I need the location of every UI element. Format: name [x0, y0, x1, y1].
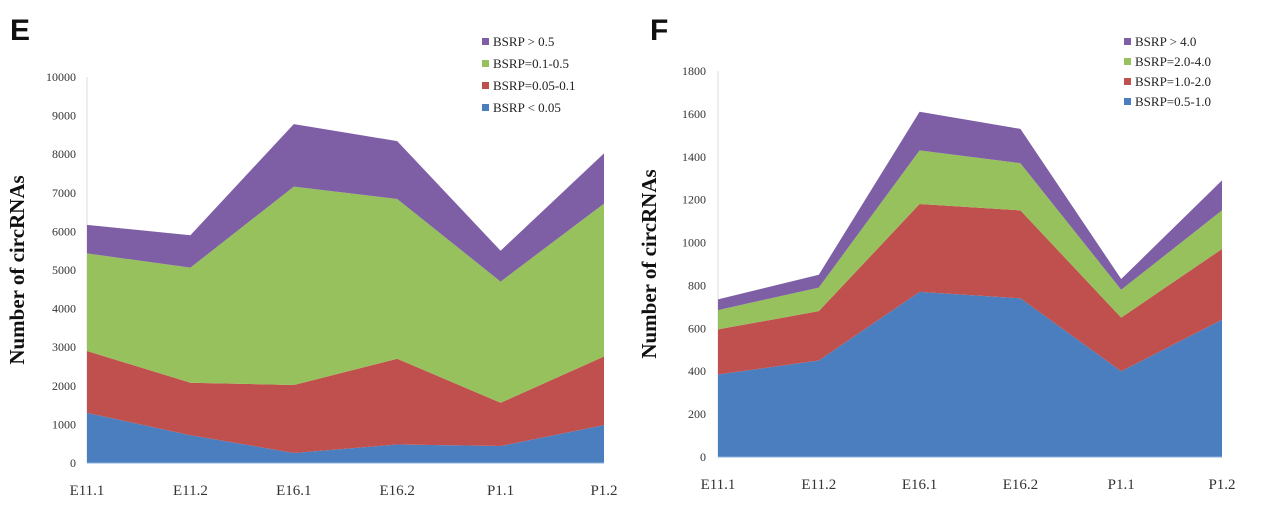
area-series-2 — [87, 186, 604, 403]
area-series-0 — [87, 412, 604, 463]
y-tick-label: 1200 — [682, 193, 706, 207]
y-tick-label: 3000 — [52, 340, 76, 354]
area-series-2 — [718, 150, 1222, 330]
legend-label: BSRP=0.1-0.5 — [493, 56, 569, 71]
y-tick-label: 9000 — [52, 109, 76, 123]
y-tick-label: 200 — [688, 407, 706, 421]
panel-f: F 0 200 400 600 800 1000 1200 1400 1600 1800 E11.1… — [632, 0, 1264, 526]
area-series-1 — [87, 351, 604, 453]
panel-e: E 0 1000 2000 3000 4000 5000 6000 7000 8000 9000 1… — [5, 14, 618, 499]
legend-label: BSRP=0.5-1.0 — [1135, 94, 1211, 109]
y-tick-label: 10000 — [46, 70, 76, 84]
y-tick-label: 2000 — [52, 379, 76, 393]
legend-swatch — [482, 82, 489, 89]
area-series-3 — [718, 111, 1222, 311]
x-tick-label: E11.2 — [173, 483, 208, 499]
legend-label: BSRP < 0.05 — [493, 100, 561, 115]
legend-swatch — [482, 104, 489, 111]
chart-e: 0 1000 2000 3000 4000 5000 6000 7000 8000 9000 100… — [5, 34, 618, 499]
area-series-3 — [87, 124, 604, 282]
area-series-0 — [718, 291, 1222, 457]
x-tick-label: E16.1 — [276, 483, 311, 499]
x-tick-label: E16.2 — [379, 483, 414, 499]
y-tick-label: 1400 — [682, 150, 706, 164]
legend-label: BSRP=0.05-0.1 — [493, 78, 575, 93]
legend-swatch — [1124, 98, 1131, 105]
y-tick-label: 5000 — [52, 263, 76, 277]
panel-letter-f: F — [650, 14, 669, 47]
legend-label: BSRP=2.0-4.0 — [1135, 54, 1211, 69]
legend-swatch — [482, 38, 489, 45]
y-axis-label: Number of circRNAs — [637, 169, 661, 358]
y-tick-label: 1800 — [682, 64, 706, 78]
y-tick-label: 0 — [70, 456, 76, 470]
y-tick-label: 4000 — [52, 302, 76, 316]
legend-swatch — [1124, 38, 1131, 45]
x-tick-label: P1.2 — [590, 483, 617, 499]
y-tick-label: 1600 — [682, 107, 706, 121]
y-tick-label: 1000 — [52, 417, 76, 431]
x-tick-label: P1.1 — [487, 483, 514, 499]
x-tick-label: P1.1 — [1108, 477, 1135, 493]
chart-f: 0 200 400 600 800 1000 1200 1400 1600 1800 E11.1 E1… — [637, 34, 1236, 493]
x-tick-label: P1.2 — [1208, 477, 1235, 493]
legend-swatch — [1124, 78, 1131, 85]
y-tick-label: 6000 — [52, 224, 76, 238]
y-tick-label: 600 — [688, 321, 706, 335]
legend-label: BSRP > 4.0 — [1135, 34, 1196, 49]
x-tick-label: E11.1 — [701, 477, 736, 493]
legend-swatch — [482, 60, 489, 67]
y-tick-label: 1000 — [682, 236, 706, 250]
x-tick-label: E16.2 — [1003, 477, 1038, 493]
y-tick-label: 0 — [700, 450, 706, 464]
y-tick-label: 400 — [688, 364, 706, 378]
panel-letter-e: E — [10, 14, 31, 47]
area-series-1 — [718, 203, 1222, 375]
x-tick-label: E11.1 — [70, 483, 105, 499]
x-tick-label: E16.1 — [902, 477, 937, 493]
x-tick-label: E11.2 — [801, 477, 836, 493]
legend-swatch — [1124, 58, 1131, 65]
legend-label: BSRP > 0.5 — [493, 34, 554, 49]
y-tick-label: 7000 — [52, 186, 76, 200]
y-tick-label: 8000 — [52, 147, 76, 161]
legend-label: BSRP=1.0-2.0 — [1135, 74, 1211, 89]
y-tick-label: 800 — [688, 278, 706, 292]
y-axis-label: Number of circRNAs — [5, 175, 29, 364]
